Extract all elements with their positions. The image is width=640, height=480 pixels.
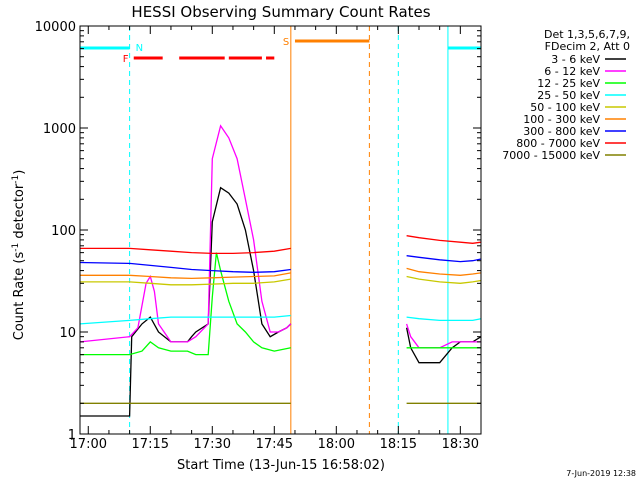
chart-title: HESSI Observing Summary Count Rates: [131, 3, 430, 21]
x-tick-label: 17:00: [70, 437, 107, 452]
legend-entry-label: 100 - 300 keV: [523, 113, 600, 126]
y-axis-label-part: Count Rate (s: [12, 252, 27, 341]
series-line: [405, 323, 481, 349]
series-line: [80, 272, 291, 280]
legend-entry-label: 3 - 6 keV: [551, 53, 600, 66]
flare-label: F: [123, 54, 129, 65]
legend-entry-label: 7000 - 15000 keV: [502, 149, 600, 162]
series-line: [80, 252, 291, 356]
series-line: [406, 316, 482, 322]
legend-header: Det 1,3,5,6,7,9,: [544, 28, 630, 41]
series-line: [406, 267, 482, 276]
series-line: [406, 235, 482, 244]
plot-frame: [79, 25, 482, 435]
legend-entry-label: 6 - 12 keV: [544, 65, 600, 78]
plot-area: NF S: [79, 26, 482, 434]
x-tick-label: 17:15: [132, 437, 169, 452]
axes: 17:00 17:15 17:30 17:45 18:00 18:15 18:30 1 10 10…: [35, 20, 482, 452]
y-tick-label: 10: [59, 326, 76, 341]
series-line: [80, 278, 291, 286]
legend-header: FDecim 2, Att 0: [545, 40, 630, 53]
y-tick-label: 10000: [35, 20, 76, 35]
legend-entry-label: 300 - 800 keV: [523, 125, 600, 138]
legend-entry-label: 25 - 50 keV: [537, 89, 600, 102]
x-tick-label: 17:45: [256, 437, 293, 452]
series-line: [80, 186, 292, 417]
legend-entry-label: 800 - 7000 keV: [516, 137, 600, 150]
y-tick-label: 1: [68, 428, 76, 443]
x-tick-label: 18:00: [318, 437, 355, 452]
x-tick-label: 17:30: [194, 437, 231, 452]
y-axis-label-sup: -1: [11, 175, 21, 184]
y-axis-label-part: ): [12, 170, 27, 175]
y-tick-label: 100: [51, 224, 76, 239]
series-line: [79, 261, 291, 273]
date-stamp: 7-Jun-2019 12:38: [566, 469, 636, 478]
y-axis-label-sup: -1: [11, 243, 21, 252]
x-tick-label: 18:30: [442, 437, 479, 452]
legend: Det 1,3,5,6,7,9,FDecim 2, Att 03 - 6 keV…: [502, 28, 630, 162]
series-line: [406, 255, 482, 263]
x-tick-label: 18:15: [380, 437, 417, 452]
series-line: [406, 275, 482, 284]
saa-label: S: [283, 37, 289, 48]
y-axis-label: Count Rate (s-1 detector-1): [11, 170, 27, 341]
legend-entry-label: 50 - 100 keV: [530, 101, 600, 114]
night-label: N: [136, 43, 143, 54]
legend-entry-label: 12 - 25 keV: [537, 77, 600, 90]
y-tick-label: 1000: [43, 122, 76, 137]
x-axis-label: Start Time (13-Jun-15 16:58:02): [177, 458, 385, 473]
series-line: [80, 247, 291, 255]
series-line: [79, 314, 291, 325]
y-axis-label-part: detector: [12, 183, 27, 243]
